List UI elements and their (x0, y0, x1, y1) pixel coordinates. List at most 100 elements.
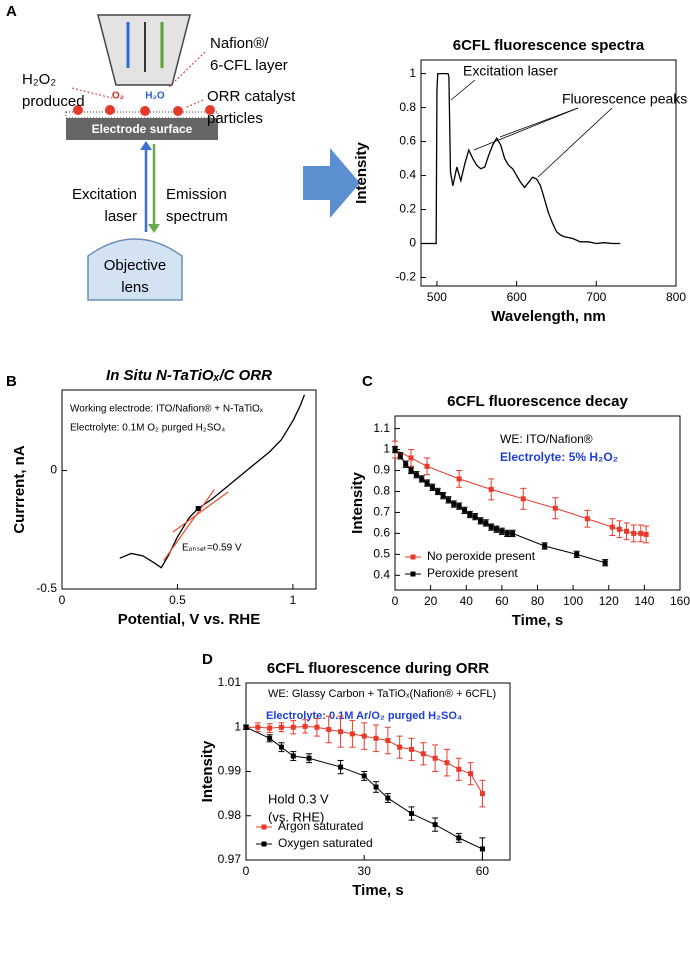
point (278, 744, 284, 750)
point (349, 731, 355, 737)
point (440, 493, 446, 499)
y-tick-label: 0.7 (373, 505, 390, 519)
chart-title: In Situ N-TaTiOₓ/C ORR (106, 367, 272, 384)
legend-label: No peroxide present (427, 549, 536, 563)
annotation: Working electrode: ITO/Nafion® + N-TaTiO… (70, 404, 264, 415)
y-tick-label: 0.5 (373, 547, 390, 561)
x-tick-label: 600 (507, 290, 527, 304)
label: lens (121, 279, 149, 296)
panel-label: A (6, 3, 17, 20)
point (472, 514, 478, 520)
point (609, 524, 615, 530)
point (361, 733, 367, 739)
plot-frame (420, 59, 677, 287)
point (456, 835, 462, 841)
annotation: WE: Glassy Carbon + TaTiOₓ(Nafion® + 6CF… (268, 688, 496, 700)
electrode-label: Electrode surface (92, 122, 193, 136)
point (479, 791, 485, 797)
label: ORR catalyst (207, 88, 296, 105)
point (552, 505, 558, 511)
point (638, 530, 644, 536)
chart: 6CFL fluorescence decay Time, s Intensity 0… (349, 393, 690, 629)
y-tick-label: -0.5 (36, 581, 57, 595)
label: Nafion®/ (210, 35, 269, 52)
point (338, 764, 344, 770)
point (488, 524, 494, 530)
chart: 6CFL fluorescence during ORR Time, s Inten… (199, 660, 511, 899)
x-axis-label: Wavelength, nm (491, 308, 605, 325)
electrode (66, 118, 218, 140)
point (302, 723, 308, 729)
label: H₂O₂ (22, 71, 56, 88)
arrow-head (140, 141, 152, 150)
annotation: Fluorescence peaks (562, 91, 687, 107)
label: O₂ (112, 91, 124, 102)
point (267, 735, 273, 741)
legend-label: Oxygen saturated (278, 836, 373, 850)
chart: 6CFL fluorescence spectra Wavelength, nm I… (353, 37, 687, 325)
annotation: WE: ITO/Nafion® (500, 432, 593, 446)
catalyst-particle (73, 105, 83, 115)
label: spectrum (166, 208, 228, 225)
point (290, 724, 296, 730)
point (468, 771, 474, 777)
point (445, 497, 451, 503)
point (408, 746, 414, 752)
point (499, 528, 505, 534)
legend-marker (261, 841, 267, 847)
x-tick-label: 1 (290, 593, 297, 607)
point (494, 526, 500, 532)
legend-label: Argon saturated (278, 819, 363, 833)
point (314, 724, 320, 730)
y-tick-label: 0.2 (399, 202, 416, 216)
plot-frame (61, 389, 317, 590)
point (504, 530, 510, 536)
catalyst-particle (105, 105, 115, 115)
point (397, 744, 403, 750)
x-tick-label: 160 (670, 594, 690, 608)
point (631, 530, 637, 536)
point (574, 551, 580, 557)
point (373, 784, 379, 790)
point (397, 453, 403, 459)
point (483, 520, 489, 526)
x-tick-label: 20 (424, 594, 438, 608)
catalyst-particle (140, 106, 150, 116)
annotation: Eₒₙₛₑₜ=0.59 V (182, 543, 242, 554)
label: laser (104, 208, 137, 225)
x-axis-label: Time, s (512, 612, 563, 629)
pointer (71, 87, 113, 99)
x-tick-label: 800 (666, 290, 686, 304)
point (602, 560, 608, 566)
point (392, 447, 398, 453)
point (444, 760, 450, 766)
diagram-labels: Nafion®/ 6-CFL layer H₂O₂ produced ORR c… (22, 35, 296, 296)
legend-marker (410, 554, 416, 560)
pointer (184, 99, 204, 109)
objective-lens (87, 238, 183, 301)
point (290, 753, 296, 759)
annotation: Electrolyte: 0.1M Ar/O₂ purged H₂SO₄ (266, 710, 462, 722)
panel-labels: A B C D (6, 3, 373, 668)
label: 6-CFL layer (210, 57, 288, 74)
x-tick-label: 30 (358, 864, 372, 878)
x-tick-label: 60 (495, 594, 509, 608)
series-line (163, 489, 215, 561)
annotation: (vs. RHE) (268, 809, 324, 824)
x-tick-label: 80 (531, 594, 545, 608)
x-tick-label: 40 (460, 594, 474, 608)
annotation: Electrolyte: 5% H₂O₂ (500, 450, 618, 464)
annotation: Hold 0.3 V (268, 791, 329, 806)
point (255, 724, 261, 730)
x-tick-label: 0 (243, 864, 250, 878)
x-axis-label: Potential, V vs. RHE (118, 611, 261, 628)
annotation-arrow (537, 107, 613, 178)
point (243, 724, 249, 730)
diagram: Nafion®/ 6-CFL layer H₂O₂ produced ORR c… (22, 14, 360, 301)
chart-title: 6CFL fluorescence spectra (453, 37, 645, 54)
point (385, 738, 391, 744)
point (616, 526, 622, 532)
series-line (421, 72, 621, 245)
legend-marker (410, 571, 416, 577)
